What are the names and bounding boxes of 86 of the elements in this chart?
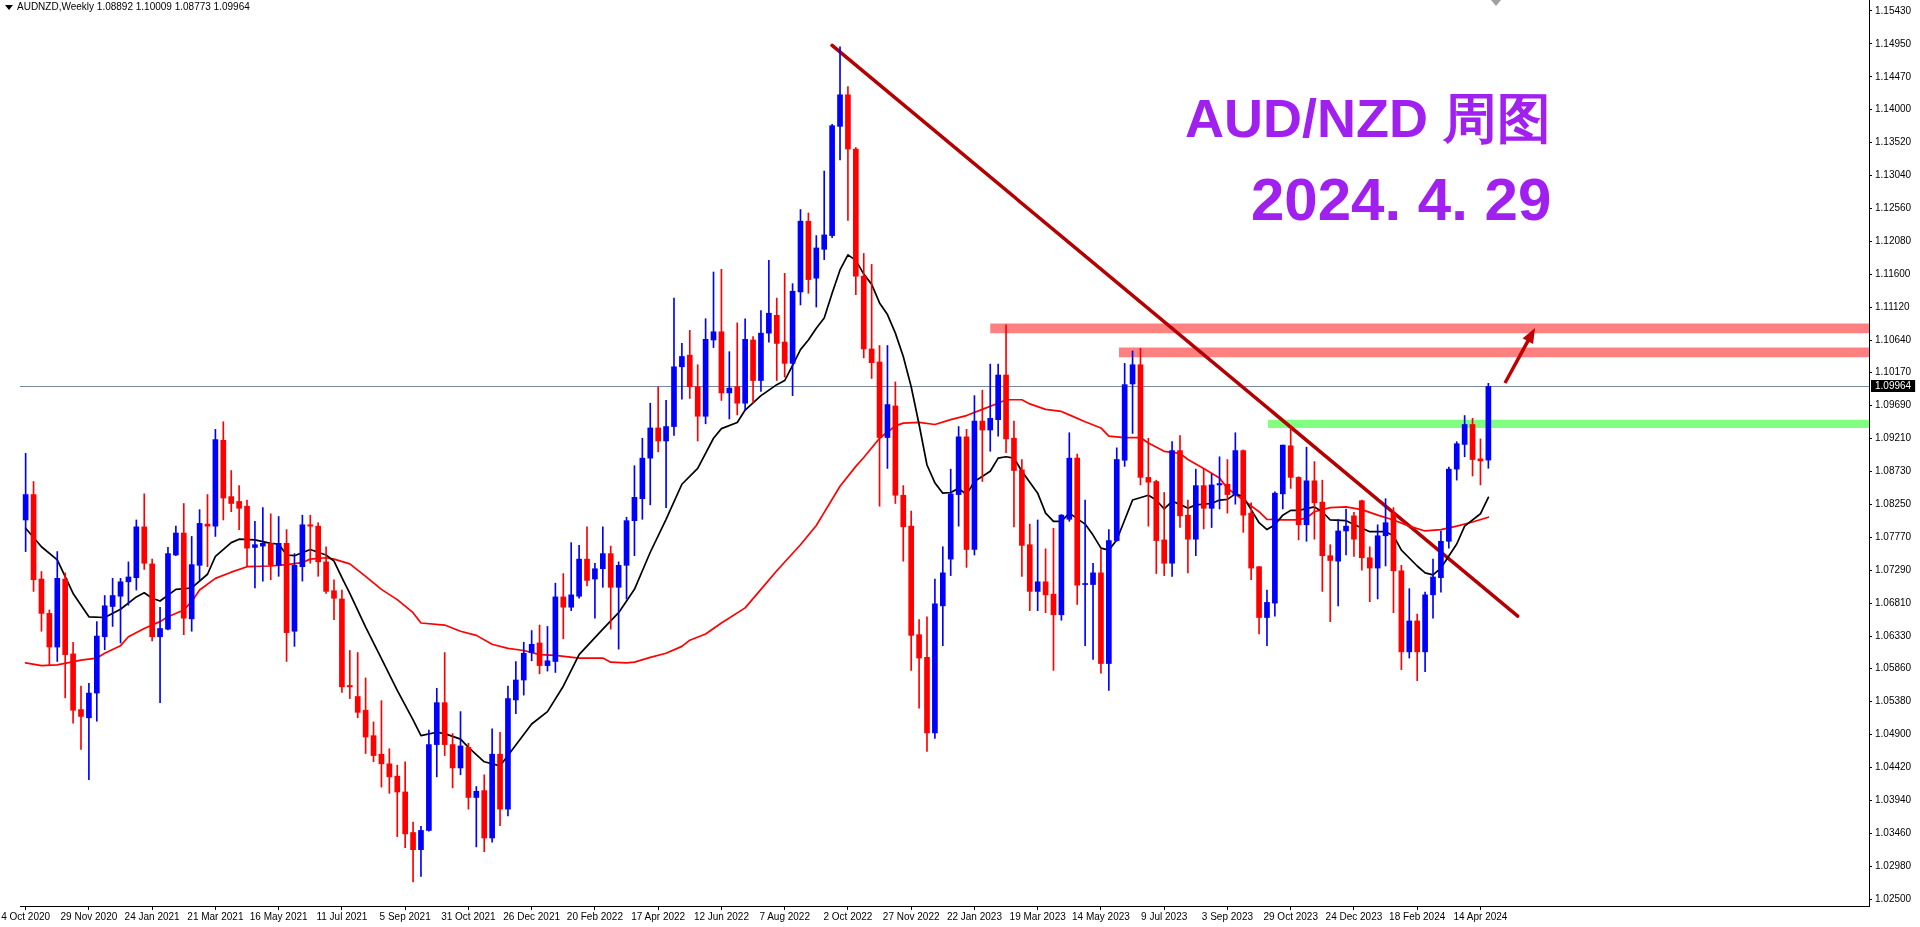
x-tick-label: 24 Jan 2021 (124, 910, 181, 922)
x-tick-label: 2 Oct 2022 (823, 910, 873, 922)
candlestick (821, 170, 828, 260)
x-tick-label: 20 Feb 2022 (566, 910, 624, 922)
y-tick-label: 1.14470 (1875, 70, 1912, 82)
x-tick-label: 24 Dec 2023 (1325, 910, 1383, 922)
y-tick-label: 1.02980 (1875, 859, 1912, 871)
y-tick-label: 1.09210 (1875, 431, 1912, 443)
y-tick-label: 1.13520 (1875, 135, 1912, 147)
y-tick-label: 1.04900 (1875, 728, 1912, 740)
x-tick-label: 7 Aug 2022 (759, 910, 811, 922)
candlestick (331, 579, 337, 620)
candlestick (157, 606, 163, 704)
x-tick-label: 12 Jun 2022 (693, 910, 750, 922)
candlestick (394, 764, 401, 837)
candlestick (473, 786, 480, 848)
text: AUD/NZD 周图 (1185, 88, 1551, 148)
y-tick-label: 1.10170 (1875, 366, 1912, 378)
y-tick-label: 1.14000 (1875, 102, 1912, 114)
y-tick-label: 1.14950 (1875, 37, 1912, 49)
candlestick (228, 470, 235, 513)
candlestick (987, 363, 994, 452)
y-tick-label: 1.11600 (1875, 267, 1911, 279)
x-tick-label: 19 Mar 2023 (1009, 910, 1067, 922)
candlestick (78, 685, 84, 750)
y-tick-label: 1.03940 (1875, 793, 1912, 805)
x-tick-label: 5 Sep 2021 (379, 910, 432, 922)
y-tick-label: 1.08250 (1875, 497, 1912, 509)
candlestick (781, 273, 788, 378)
y-tick-label: 1.11120 (1875, 300, 1911, 312)
x-tick-label: 14 May 2023 (1072, 910, 1131, 922)
y-tick-label: 1.06810 (1875, 596, 1912, 608)
x-tick-label: 4 Oct 2020 (1, 910, 51, 922)
x-tick-label: 16 May 2021 (249, 910, 308, 922)
y-tick-label: 1.08730 (1875, 464, 1912, 476)
x-tick-label: 29 Oct 2023 (1263, 910, 1319, 922)
y-tick-label: 1.05380 (1875, 695, 1912, 707)
y-tick-label: 1.09690 (1875, 399, 1912, 411)
candlestick (1034, 519, 1041, 611)
x-tick-label: 11 Jul 2021 (316, 910, 368, 922)
x-tick-label: 14 Apr 2024 (1453, 910, 1508, 922)
x-tick-label: 21 Mar 2021 (187, 910, 244, 922)
candlestick (354, 652, 361, 719)
candlestick (1090, 562, 1096, 660)
y-tick-label: 1.04420 (1875, 761, 1912, 772)
ref-line-label: 1.09964 (1875, 380, 1912, 392)
annotation: AUDNZD,Weekly 1.08892 1.10009 1.08773 1.09964 (17, 1, 250, 13)
candlestick (734, 322, 741, 416)
y-tick-label: 1.10640 (1875, 333, 1912, 345)
candlestick (260, 507, 266, 582)
candlestick (236, 485, 242, 530)
candlestick (655, 386, 661, 453)
candlestick (1343, 508, 1349, 556)
candlestick (568, 542, 575, 611)
candlestick (766, 260, 772, 343)
x-tick-label: 18 Feb 2024 (1389, 910, 1446, 922)
y-tick-label: 1.07290 (1875, 563, 1912, 575)
candlestick (663, 400, 669, 508)
x-tick-label: 9 Jul 2023 (1141, 910, 1188, 922)
x-tick-label: 26 Dec 2021 (503, 910, 561, 922)
y-tick-label: 1.13040 (1875, 168, 1912, 180)
candlestick (307, 514, 314, 564)
x-tick-label: 22 Jan 2023 (946, 910, 1003, 922)
candlestick (679, 343, 685, 400)
candlestick (1327, 544, 1334, 622)
text: 2024. 4. 29 (1251, 166, 1552, 233)
x-tick-label: 17 Apr 2022 (631, 910, 686, 922)
y-tick-label: 1.12080 (1875, 234, 1912, 246)
y-tick-label: 1.15430 (1875, 4, 1912, 16)
y-tick-label: 1.07770 (1875, 530, 1912, 542)
x-tick-label: 29 Nov 2020 (60, 910, 118, 922)
y-tick-label: 1.06330 (1875, 629, 1912, 641)
y-tick-label: 1.05860 (1875, 662, 1912, 674)
candlestick (592, 562, 598, 619)
x-tick-label: 3 Sep 2023 (1201, 910, 1254, 922)
candlestick (560, 573, 567, 640)
x-tick-label: 31 Oct 2021 (441, 910, 497, 922)
candlestick (1366, 546, 1373, 603)
candlestick (1082, 499, 1088, 646)
y-tick-label: 1.03460 (1875, 826, 1912, 838)
y-tick-label: 1.02500 (1875, 892, 1912, 904)
y-tick-label: 1.12560 (1875, 201, 1912, 213)
candlestick (346, 650, 353, 699)
candlestick (726, 351, 733, 420)
x-tick-label: 27 Nov 2022 (882, 910, 940, 922)
candlestick (252, 521, 258, 589)
